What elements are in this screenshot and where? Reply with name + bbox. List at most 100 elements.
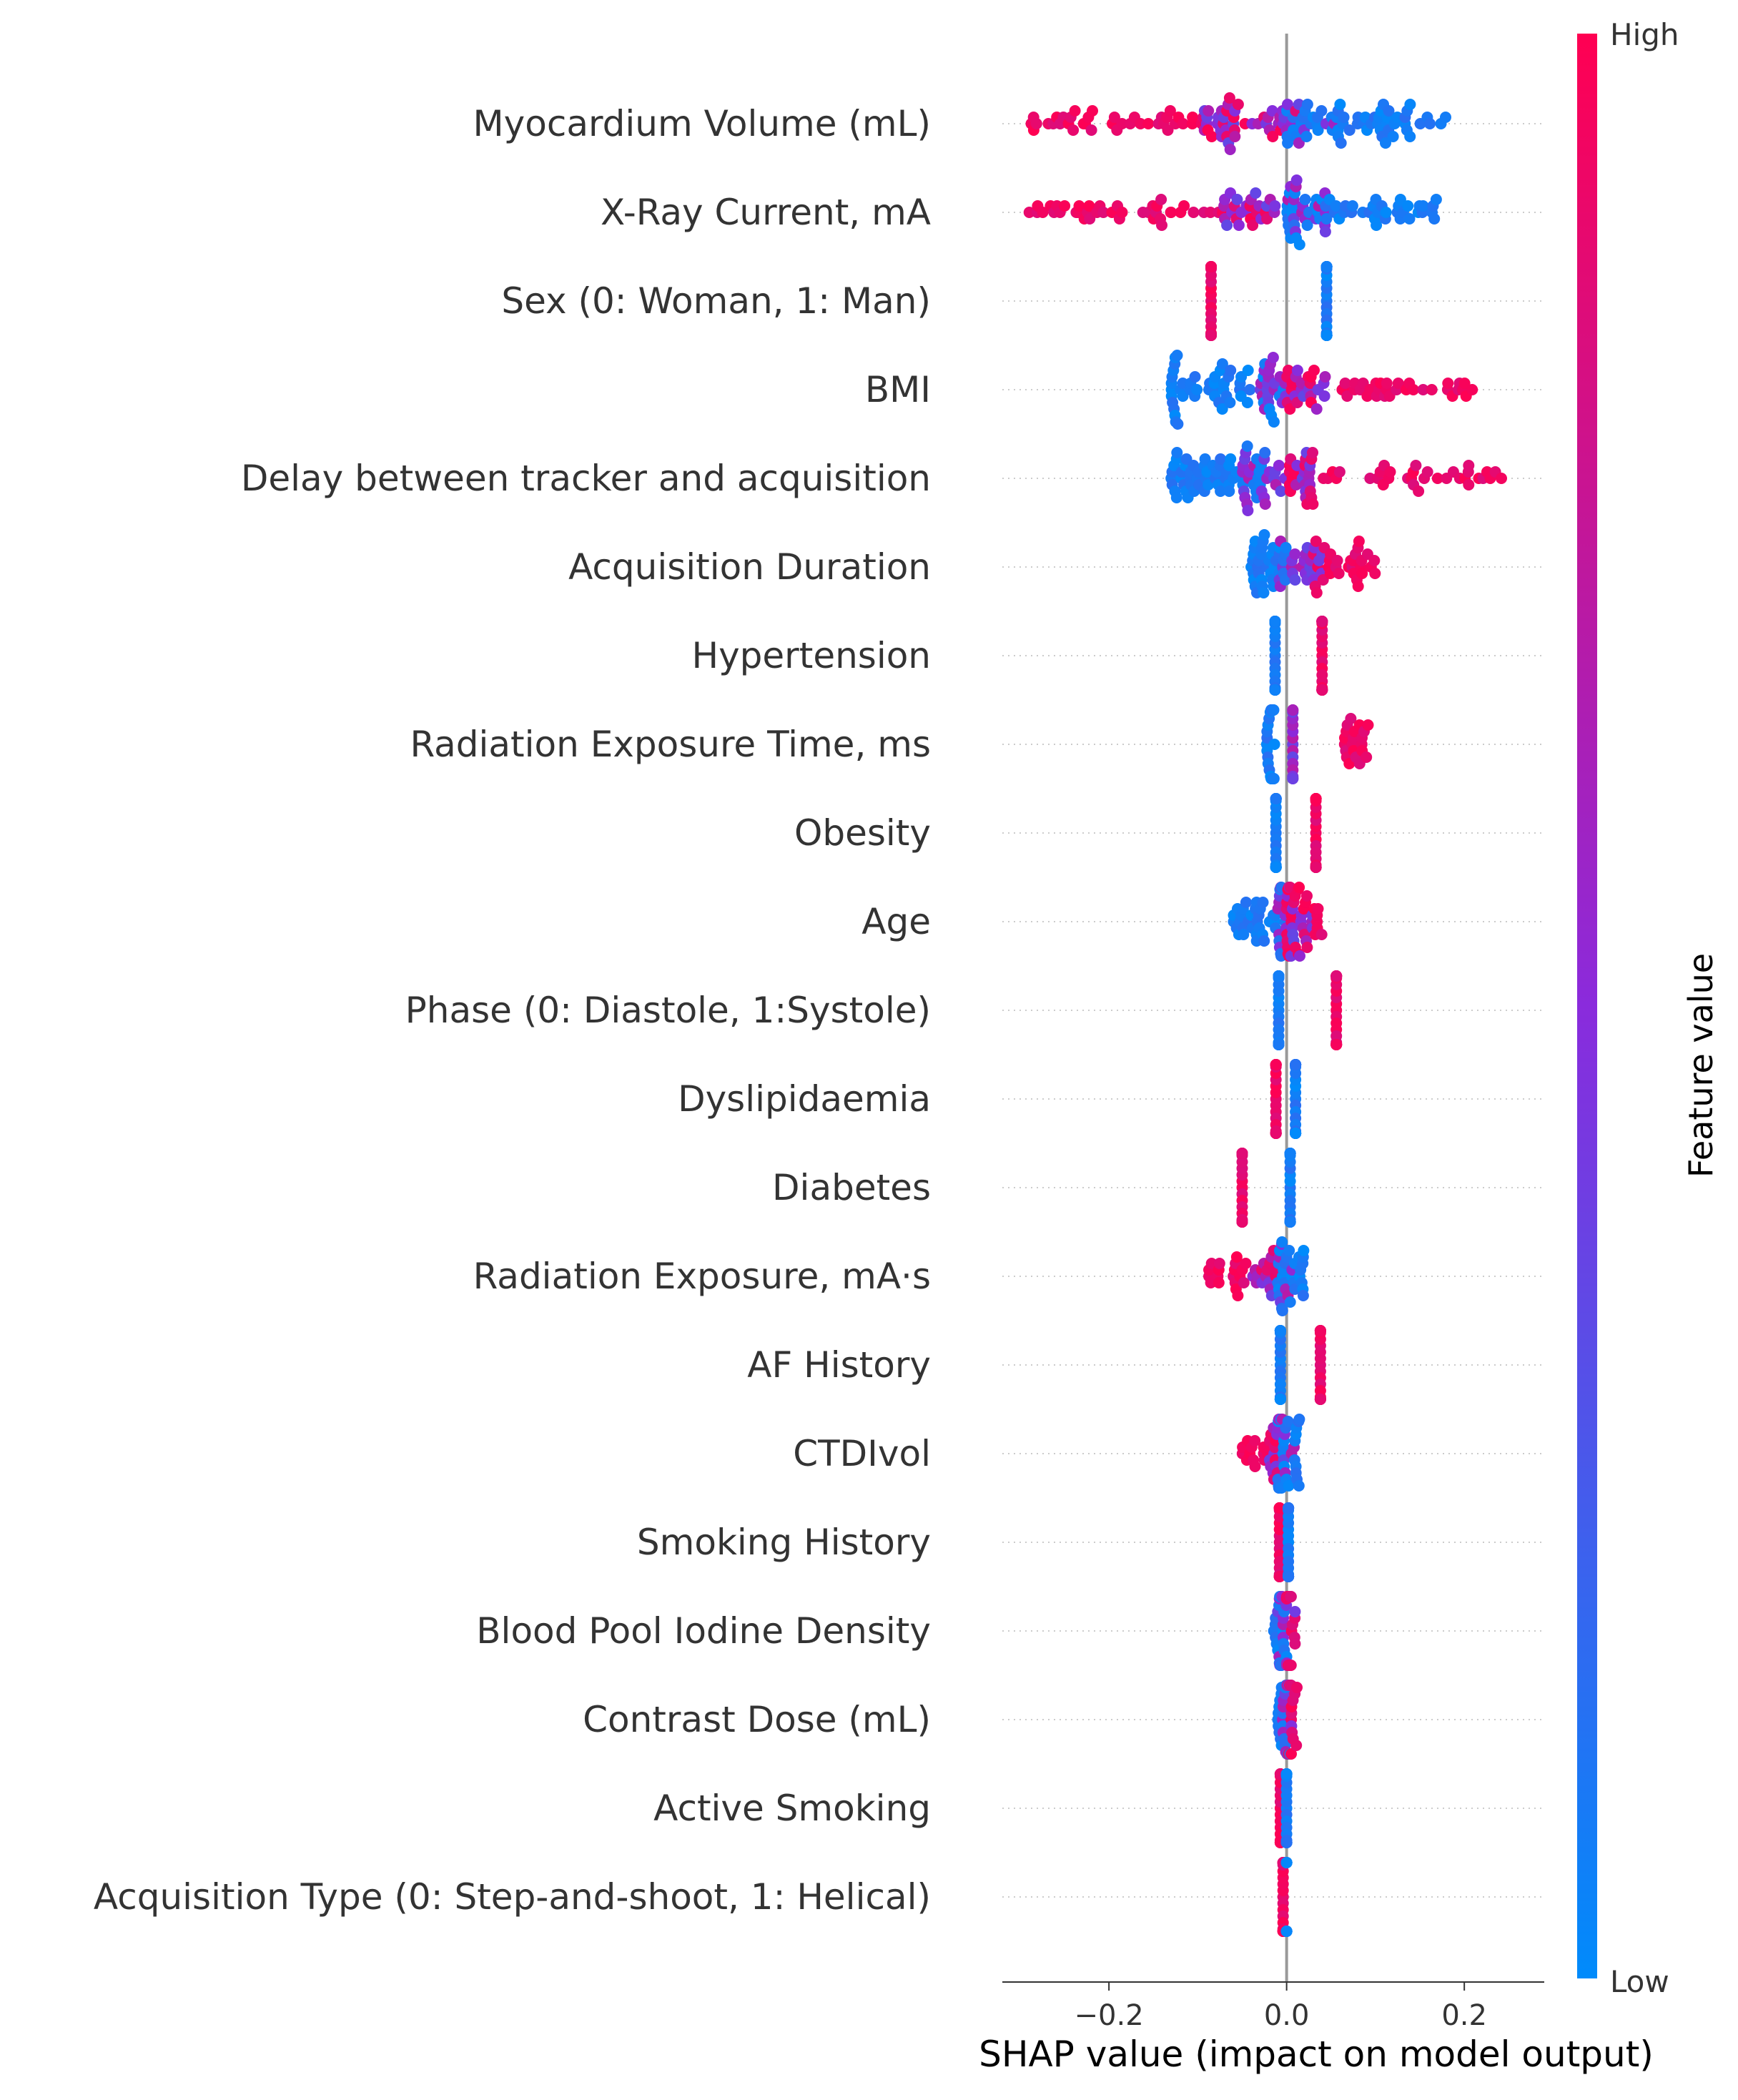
shap-dot: [1301, 890, 1313, 902]
shap-dot: [1289, 1638, 1301, 1650]
shap-dot: [1236, 1216, 1248, 1228]
shap-dot: [1280, 1857, 1293, 1868]
feature-label: Obesity: [794, 812, 931, 854]
shap-dot: [1267, 352, 1279, 363]
shap-dot: [1290, 1740, 1303, 1751]
feature-label: Phase (0: Diastole, 1:Systole): [405, 990, 931, 1031]
feature-label: Blood Pool Iodine Density: [476, 1610, 931, 1652]
shap-dot: [1496, 473, 1507, 484]
shap-dot: [1431, 473, 1443, 484]
shap-dot: [1293, 882, 1305, 893]
shap-dot: [1371, 220, 1383, 231]
shap-dot: [1283, 1502, 1295, 1514]
shap-dot: [1315, 929, 1328, 940]
shap-dot: [1268, 739, 1280, 750]
shap-dot: [1189, 371, 1201, 383]
feature-label: Active Smoking: [653, 1788, 931, 1829]
shap-dot: [1275, 485, 1287, 497]
shap-dot: [1338, 112, 1350, 123]
shap-dot: [1380, 137, 1391, 149]
shap-dot: [1299, 194, 1311, 205]
shap-dot: [1369, 568, 1381, 579]
shap-dot: [1314, 1325, 1326, 1336]
shap-dot: [1268, 704, 1280, 716]
shap-dot: [1244, 384, 1256, 395]
shap-dot: [1216, 358, 1228, 370]
shap-dot: [1333, 466, 1346, 478]
shap-dot: [1203, 105, 1215, 117]
shap-dot: [1188, 207, 1200, 218]
shap-dot: [1172, 418, 1184, 430]
shap-dot: [1205, 207, 1217, 218]
feature-label: Radiation Exposure, mA·s: [473, 1256, 931, 1297]
shap-dot: [1156, 220, 1167, 231]
shap-dot: [1247, 220, 1259, 231]
shap-dot: [1289, 574, 1301, 586]
shap-dot: [1301, 220, 1313, 231]
shap-dot: [1308, 365, 1320, 376]
shap-dot: [1287, 773, 1299, 784]
shap-dot: [1290, 1059, 1302, 1070]
shap-dot: [1330, 1039, 1343, 1050]
x-axis-title: SHAP value (impact on model output): [979, 2034, 1654, 2075]
shap-dot: [1421, 466, 1433, 478]
shap-dot: [1345, 713, 1357, 724]
shap-dot: [1392, 378, 1404, 389]
shap-dot: [1310, 403, 1323, 415]
shap-dot: [1284, 1148, 1296, 1159]
shap-dot: [1394, 194, 1406, 205]
x-tick-label: −0.2: [1075, 1999, 1144, 2032]
shap-dot: [1258, 587, 1270, 598]
shap-dot: [1023, 207, 1035, 218]
shap-dot: [1142, 118, 1155, 129]
shap-dot: [1225, 453, 1237, 465]
shap-dot: [1301, 99, 1313, 110]
shap-dot: [1312, 903, 1324, 915]
shap-dot: [1283, 1245, 1295, 1256]
feature-label: Contrast Dose (mL): [583, 1699, 931, 1740]
feature-label: Acquisition Duration: [568, 546, 931, 588]
shap-dot: [1273, 460, 1285, 471]
shap-dot: [1191, 384, 1203, 395]
shap-dot: [1384, 466, 1396, 478]
feature-labels: Myocardium Volume (mL) X-Ray Current, mA S…: [94, 103, 931, 1918]
shap-dot: [1270, 1059, 1282, 1070]
shap-dot: [1404, 99, 1416, 110]
shap-dot: [1215, 485, 1227, 497]
shap-dot: [1177, 118, 1189, 129]
shap-dot: [1383, 105, 1395, 117]
shap-dot: [1312, 124, 1324, 136]
feature-label: Hypertension: [691, 635, 931, 676]
shap-dot: [1223, 485, 1235, 497]
shap-dot: [1285, 1748, 1297, 1760]
shap-dot: [1413, 485, 1425, 497]
shap-dot: [1316, 616, 1328, 627]
shap-dot: [1458, 378, 1471, 389]
shap-dot: [1353, 536, 1365, 547]
shap-dot: [1284, 403, 1296, 415]
shap-dot: [1276, 1236, 1288, 1248]
shap-dot: [1291, 460, 1303, 471]
shap-dot: [1320, 330, 1333, 341]
shap-dot: [1187, 112, 1199, 123]
shap-dot: [1199, 453, 1211, 465]
shap-dot: [1249, 1461, 1261, 1472]
shap-dot: [1164, 105, 1176, 117]
shap-dot: [1205, 261, 1217, 272]
shap-dot: [1287, 704, 1299, 716]
shap-dot: [1205, 131, 1218, 142]
shap-dot: [1233, 220, 1245, 231]
shap-dot: [1240, 897, 1252, 908]
shap-dot: [1320, 261, 1333, 272]
shap-dot: [1334, 99, 1346, 110]
shap-dot: [1221, 220, 1233, 231]
shap-dot: [1225, 365, 1237, 376]
shap-dot: [1267, 131, 1279, 142]
shap-dot: [1283, 1480, 1295, 1492]
shap-dot: [1216, 403, 1228, 415]
shap-dot: [1085, 124, 1097, 136]
shap-dot: [1178, 200, 1190, 212]
shap-dot: [1463, 479, 1475, 491]
shap-dot: [1282, 137, 1294, 149]
shap-dot: [1284, 1216, 1296, 1228]
